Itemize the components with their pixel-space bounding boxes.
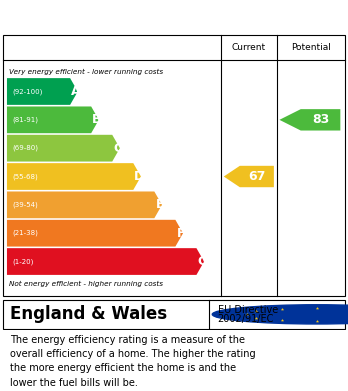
Text: E: E bbox=[156, 198, 165, 212]
Polygon shape bbox=[7, 78, 78, 105]
Text: (21-38): (21-38) bbox=[12, 230, 38, 237]
Polygon shape bbox=[279, 109, 340, 131]
Text: B: B bbox=[92, 113, 102, 126]
Polygon shape bbox=[7, 106, 99, 133]
Text: (69-80): (69-80) bbox=[12, 145, 38, 151]
Text: A: A bbox=[71, 85, 81, 98]
Polygon shape bbox=[7, 135, 120, 161]
Text: (92-100): (92-100) bbox=[12, 88, 42, 95]
Circle shape bbox=[212, 305, 348, 324]
Text: Current: Current bbox=[232, 43, 266, 52]
Polygon shape bbox=[7, 220, 183, 247]
Text: (39-54): (39-54) bbox=[12, 202, 38, 208]
Text: EU Directive: EU Directive bbox=[218, 305, 278, 315]
Text: (55-68): (55-68) bbox=[12, 173, 38, 180]
Text: D: D bbox=[134, 170, 144, 183]
Text: 2002/91/EC: 2002/91/EC bbox=[218, 314, 274, 324]
Text: G: G bbox=[197, 255, 207, 268]
Text: Not energy efficient - higher running costs: Not energy efficient - higher running co… bbox=[9, 281, 163, 287]
Text: 67: 67 bbox=[248, 170, 266, 183]
Text: The energy efficiency rating is a measure of the
overall efficiency of a home. T: The energy efficiency rating is a measur… bbox=[10, 335, 256, 388]
Text: C: C bbox=[113, 142, 123, 155]
Text: Very energy efficient - lower running costs: Very energy efficient - lower running co… bbox=[9, 69, 163, 75]
Text: Energy Efficiency Rating: Energy Efficiency Rating bbox=[10, 9, 220, 23]
Text: (81-91): (81-91) bbox=[12, 117, 38, 123]
Polygon shape bbox=[7, 248, 204, 275]
Text: (1-20): (1-20) bbox=[12, 258, 33, 265]
Text: Potential: Potential bbox=[291, 43, 331, 52]
Text: F: F bbox=[177, 227, 185, 240]
Polygon shape bbox=[7, 192, 162, 218]
Polygon shape bbox=[224, 166, 274, 187]
Text: 83: 83 bbox=[312, 113, 329, 126]
Text: England & Wales: England & Wales bbox=[10, 305, 168, 323]
Polygon shape bbox=[7, 163, 141, 190]
